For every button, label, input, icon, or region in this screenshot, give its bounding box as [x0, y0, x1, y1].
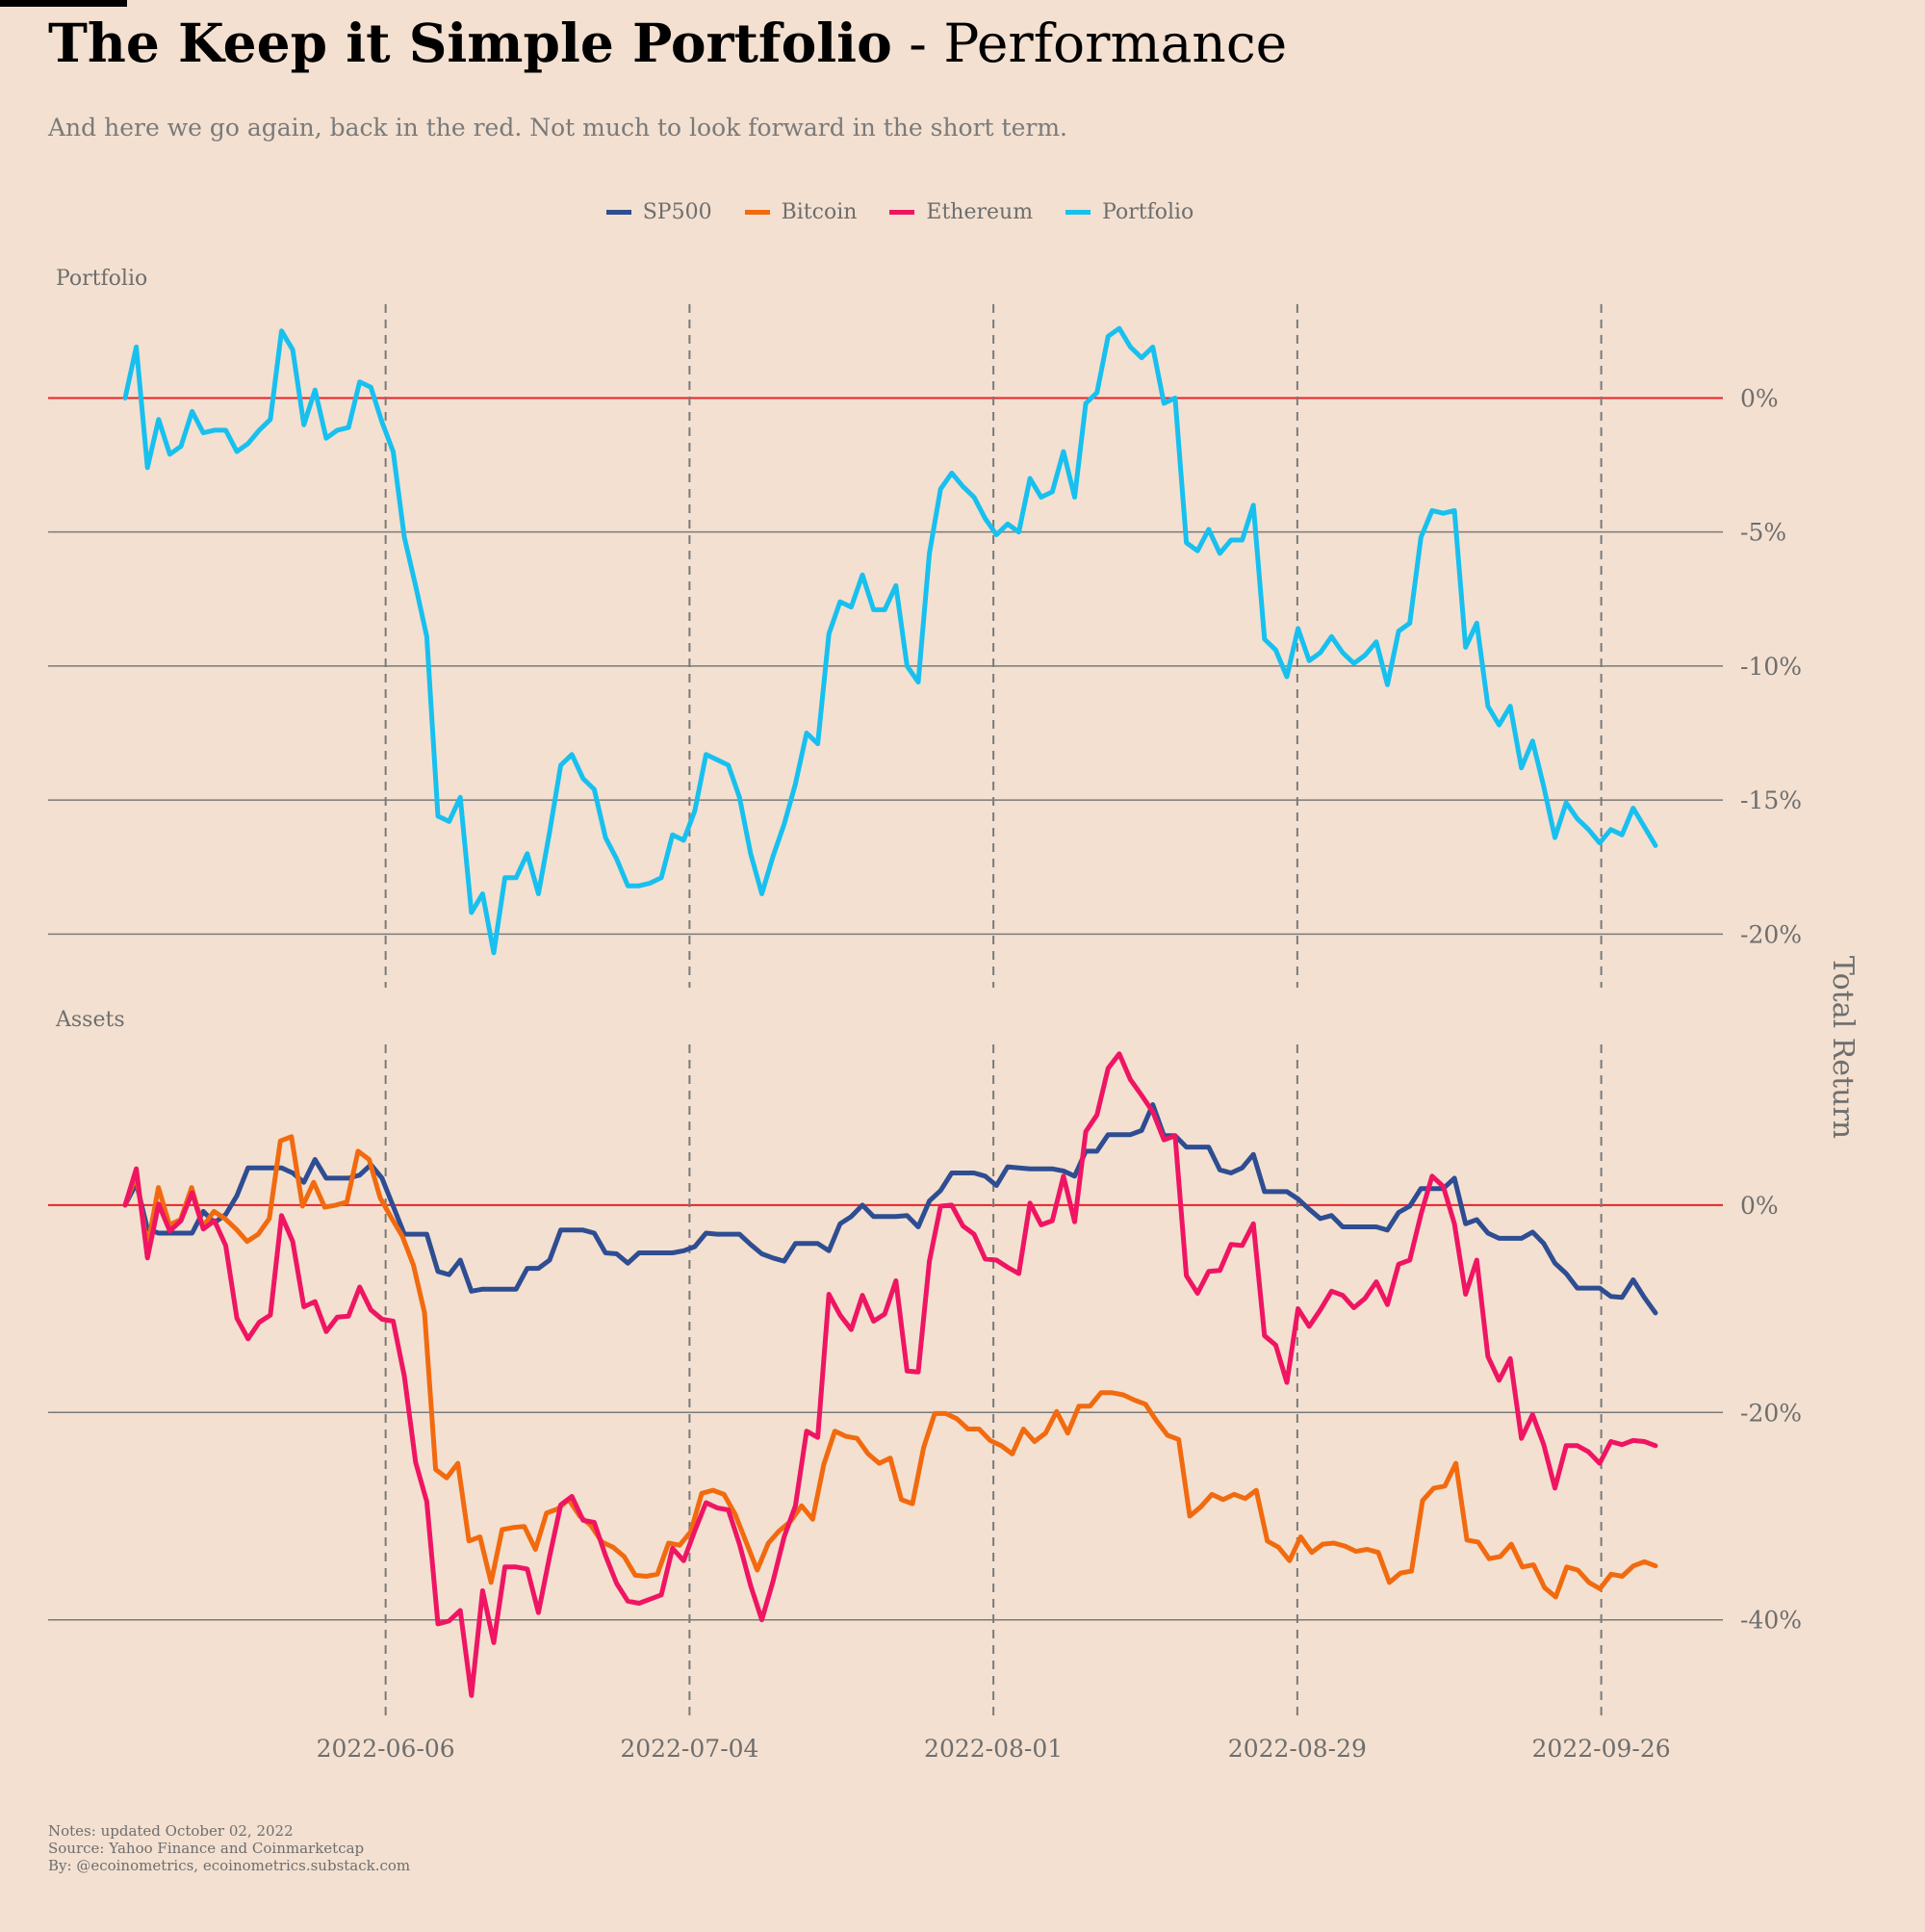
legend-item-portfolio: Portfolio: [1065, 200, 1194, 224]
legend-swatch-ethereum: [889, 210, 915, 215]
legend-item-sp500: SP500: [605, 200, 712, 224]
legend-swatch-portfolio: [1065, 210, 1091, 215]
legend-label-ethereum: Ethereum: [926, 200, 1034, 224]
x-tick-label: 2022-09-26: [1532, 1735, 1671, 1763]
notes-byline: By: @ecoinometrics, ecoinometrics.substa…: [48, 1857, 411, 1874]
notes-updated: Notes: updated October 02, 2022: [48, 1822, 294, 1840]
y-tick-label: -20%: [1740, 1399, 1802, 1427]
legend-label-sp500: SP500: [642, 200, 712, 224]
chart-notes: Notes: updated October 02, 2022 Source: …: [48, 1822, 410, 1874]
chart-legend: SP500 Bitcoin Ethereum Portfolio: [0, 200, 1800, 224]
legend-swatch-bitcoin: [744, 210, 770, 215]
y-tick-label: -10%: [1740, 653, 1802, 681]
y-tick-label: 0%: [1740, 1192, 1779, 1220]
x-tick-label: 2022-08-01: [924, 1735, 1063, 1763]
y-axis-title: Total Return: [1826, 956, 1860, 1139]
title-bold: The Keep it Simple Portfolio: [48, 12, 892, 74]
series-line-portfolio: [122, 325, 1658, 956]
notes-source: Source: Yahoo Finance and Coinmarketcap: [48, 1840, 365, 1857]
legend-item-ethereum: Ethereum: [889, 200, 1033, 224]
x-tick-label: 2022-06-06: [317, 1735, 455, 1763]
y-tick-label: -20%: [1740, 920, 1802, 948]
page-title: The Keep it Simple Portfolio - Performan…: [48, 12, 1287, 74]
y-tick-label: -5%: [1740, 519, 1786, 547]
panel-label-portfolio: Portfolio: [56, 267, 147, 291]
y-tick-label: 0%: [1740, 384, 1779, 412]
legend-swatch-sp500: [605, 210, 631, 215]
page-subtitle: And here we go again, back in the red. N…: [48, 114, 1067, 142]
x-tick-label: 2022-08-29: [1228, 1735, 1367, 1763]
x-tick-label: 2022-07-04: [620, 1735, 758, 1763]
title-rest: - Performance: [891, 13, 1288, 74]
series-line-bitcoin: [122, 1134, 1658, 1600]
y-tick-label: -15%: [1740, 786, 1802, 814]
legend-label-bitcoin: Bitcoin: [781, 200, 858, 224]
legend-label-portfolio: Portfolio: [1102, 200, 1194, 224]
panel-label-assets: Assets: [55, 1008, 125, 1032]
series-line-ethereum: [122, 1051, 1658, 1698]
y-tick-label: -40%: [1740, 1607, 1802, 1635]
top-accent-bar: [0, 0, 127, 7]
legend-item-bitcoin: Bitcoin: [744, 200, 858, 224]
series-line-sp500: [122, 1102, 1658, 1316]
